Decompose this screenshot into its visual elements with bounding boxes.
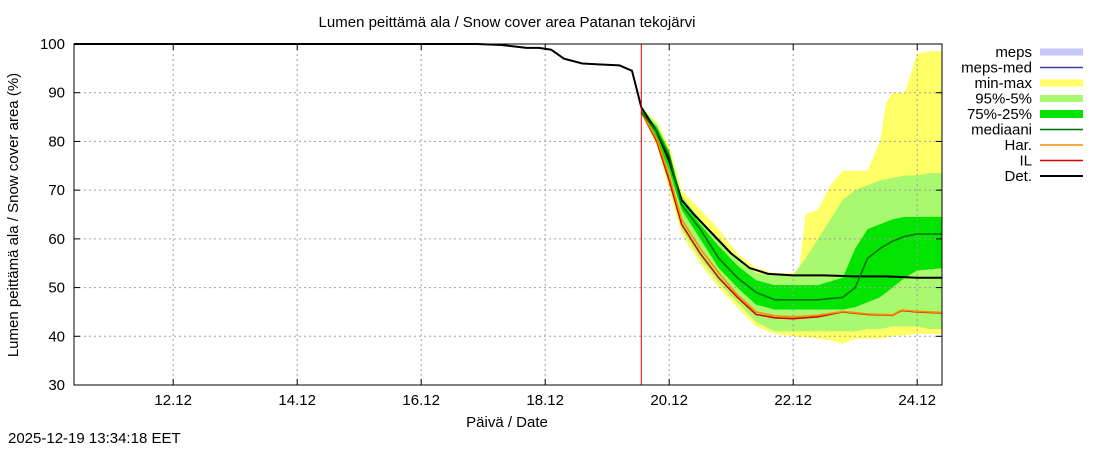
legend-label: meps-med [961,60,1032,77]
y-tick-label: 100 [40,36,65,53]
lines-layer [74,43,943,385]
legend-label: IL [1019,153,1032,170]
y-tick-label: 30 [48,377,65,394]
legend-label: Har. [1004,137,1032,154]
y-tick-label: 80 [48,133,65,150]
legend-swatch [1040,110,1083,118]
y-tick-label: 60 [48,231,65,248]
chart-title: Lumen peittämä ala / Snow cover area Pat… [319,14,696,31]
y-tick-label: 50 [48,280,65,297]
legend-label: min-max [974,75,1032,92]
legend-label: 75%-25% [967,106,1032,123]
x-tick-label: 22.12 [774,392,812,409]
timestamp: 2025-12-19 13:34:18 EET [8,430,181,447]
line-det [74,43,942,279]
x-tick-label: 18.12 [526,392,564,409]
x-axis-label: Päivä / Date [466,414,548,431]
x-tick-label: 16.12 [402,392,440,409]
x-tick-label: 14.12 [278,392,316,409]
legend-label: 95%-5% [975,91,1032,108]
grid-layer [74,44,942,385]
legend-label: Det. [1004,168,1032,185]
line-har [640,111,943,318]
x-tick-label: 24.12 [898,392,936,409]
y-tick-label: 70 [48,182,65,199]
y-tick-label: 90 [48,85,65,102]
legend: mepsmeps-medmin-max95%-5%75%-25%mediaani… [961,44,1083,185]
x-tick-label: 12.12 [154,392,192,409]
y-tick-label: 40 [48,328,65,345]
legend-swatch [1040,48,1083,56]
legend-label: mediaani [971,122,1032,139]
line-mediaani [640,111,942,301]
legend-swatch [1040,79,1083,87]
y-axis-label: Lumen peittämä ala / Snow cover area (%) [5,73,22,357]
legend-label: meps [995,44,1032,61]
axis-layer: 30 40 50 60 70 80 90 100 12.12 14.12 16.12 18.12 20.… [40,36,943,409]
plot-frame [73,43,943,386]
legend-swatch [1040,95,1083,102]
x-tick-label: 20.12 [650,392,688,409]
